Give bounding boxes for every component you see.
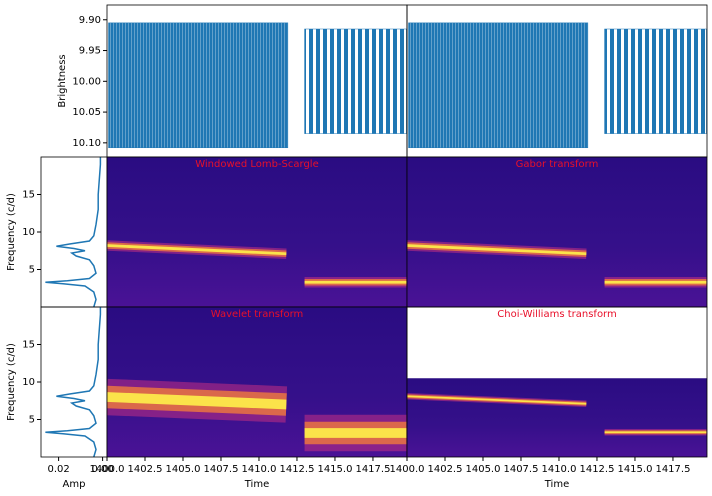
x-tick-label: 1415.0	[317, 464, 352, 475]
x-tick-label: 1417.5	[655, 464, 690, 475]
frame	[406, 306, 708, 458]
y-tick-label: 15	[22, 340, 35, 351]
x-tick-label: 0.00	[91, 464, 113, 475]
y-tick-label: 10.00	[72, 76, 101, 87]
x-tick-label: 1405.0	[165, 464, 200, 475]
ridge	[407, 244, 587, 256]
light-curve-band	[408, 22, 589, 149]
y-tick-label: 10	[22, 377, 35, 388]
x-axis-label: Amp	[63, 479, 86, 490]
spectrogram-background	[407, 378, 707, 457]
x-tick-label: 1407.5	[503, 464, 538, 475]
x-tick-label: 1412.5	[279, 464, 314, 475]
light-curve-band	[604, 28, 707, 134]
panel	[408, 22, 707, 149]
y-tick-label: 10.10	[72, 138, 101, 149]
amplitude-line	[45, 157, 102, 307]
panel	[45, 157, 102, 307]
panel-title: Choi-Williams transform	[497, 309, 616, 320]
x-tick-label: 1402.5	[127, 464, 162, 475]
y-axis-label: Frequency (c/d)	[6, 343, 17, 421]
x-tick-label: 1407.5	[203, 464, 238, 475]
y-tick-label: 15	[22, 190, 35, 201]
panel-title: Windowed Lomb-Scargle	[195, 159, 319, 170]
panel	[108, 22, 407, 149]
x-tick-label: 1400.0	[390, 464, 425, 475]
x-tick-label: 1400.0	[90, 464, 125, 475]
ridge	[107, 392, 287, 410]
x-tick-label: 1415.0	[617, 464, 652, 475]
y-tick-label: 10.05	[72, 107, 101, 118]
amplitude-line	[45, 307, 102, 457]
x-tick-label: 1410.0	[241, 464, 276, 475]
panel-title: Wavelet transform	[211, 309, 304, 320]
y-tick-label: 5	[29, 265, 35, 276]
y-axis-label: Frequency (c/d)	[6, 193, 17, 271]
x-axis-label: Time	[244, 479, 269, 490]
x-tick-label: 1410.0	[541, 464, 576, 475]
panel	[107, 307, 407, 457]
panel	[407, 157, 707, 307]
x-tick-label: 0.02	[47, 464, 69, 475]
ridge	[407, 395, 587, 405]
light-curve-band	[304, 28, 407, 134]
y-tick-label: 9.95	[79, 46, 101, 57]
y-tick-label: 10	[22, 227, 35, 238]
x-tick-label: 1405.0	[465, 464, 500, 475]
x-tick-label: 1402.5	[427, 464, 462, 475]
panel	[45, 307, 102, 457]
x-tick-label: 1417.5	[355, 464, 390, 475]
ridge	[107, 244, 287, 256]
y-tick-label: 5	[29, 415, 35, 426]
panel-title: Gabor transform	[516, 159, 599, 170]
panel	[107, 157, 407, 307]
panel	[407, 378, 707, 457]
x-tick-label: 1412.5	[579, 464, 614, 475]
light-curve-band	[108, 22, 289, 149]
y-axis-label: Brightness	[57, 54, 68, 107]
y-tick-label: 9.90	[79, 15, 101, 26]
x-axis-label: Time	[544, 479, 569, 490]
